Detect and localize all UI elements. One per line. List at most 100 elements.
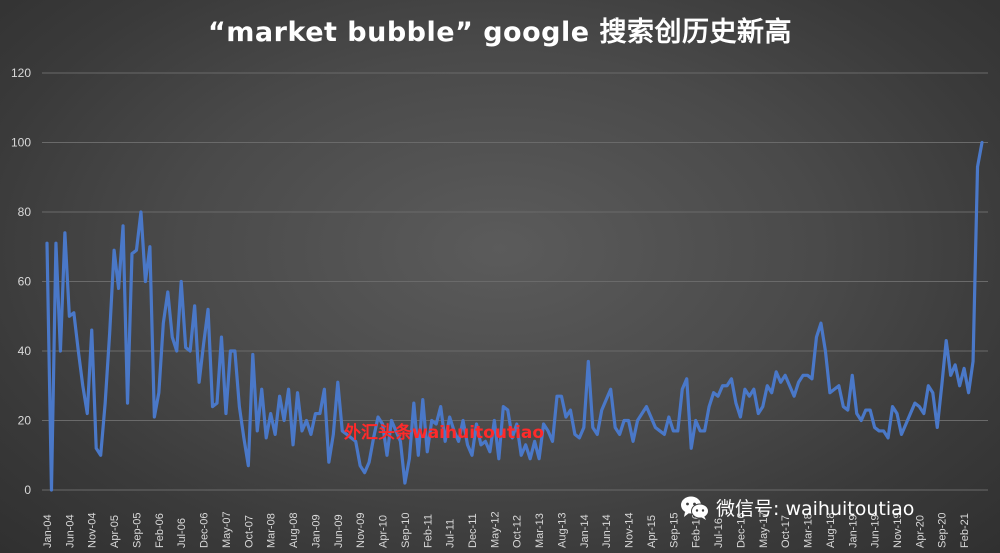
x-tick-label: Feb-11 bbox=[422, 514, 434, 548]
y-tick-label: 60 bbox=[18, 275, 32, 289]
x-tick-label: Jan-19 bbox=[847, 514, 859, 548]
data-point bbox=[810, 377, 814, 380]
data-point bbox=[466, 443, 469, 447]
y-tick-label: 20 bbox=[18, 414, 32, 428]
data-point bbox=[162, 322, 165, 325]
data-point bbox=[296, 391, 299, 394]
data-point bbox=[792, 394, 796, 398]
data-point bbox=[484, 440, 487, 443]
data-point bbox=[766, 384, 769, 387]
data-point bbox=[148, 245, 152, 248]
data-point bbox=[470, 454, 474, 457]
data-point bbox=[112, 249, 116, 252]
data-point bbox=[546, 429, 550, 433]
x-tick-label: Sep-20 bbox=[937, 513, 949, 548]
data-point bbox=[403, 481, 407, 485]
data-point bbox=[801, 374, 805, 377]
x-tick-label: Dec-16 bbox=[735, 513, 747, 548]
data-point bbox=[251, 353, 254, 356]
data-point bbox=[318, 412, 322, 415]
red-watermark-text: 外汇头条waihuitoutiao bbox=[344, 423, 545, 443]
data-point bbox=[247, 464, 250, 467]
data-point bbox=[50, 488, 53, 492]
data-point bbox=[833, 388, 836, 391]
data-point bbox=[618, 433, 621, 436]
x-tick-label: Jan-14 bbox=[579, 514, 591, 548]
data-point bbox=[363, 471, 366, 474]
data-point bbox=[690, 447, 693, 450]
data-point bbox=[900, 433, 903, 436]
data-point bbox=[300, 429, 304, 433]
data-point bbox=[645, 405, 648, 408]
y-tick-label: 100 bbox=[11, 136, 31, 150]
data-point bbox=[605, 398, 608, 401]
data-point bbox=[797, 381, 800, 384]
x-tick-label: Jul-11 bbox=[445, 519, 457, 548]
data-point bbox=[354, 440, 357, 443]
data-point bbox=[238, 405, 241, 408]
data-point bbox=[197, 381, 201, 384]
x-tick-label: Jun-14 bbox=[601, 514, 613, 548]
data-point bbox=[891, 405, 894, 408]
data-point bbox=[949, 374, 952, 377]
data-point bbox=[654, 426, 657, 429]
wechat-id-text: 微信号: waihuitoutiao bbox=[716, 498, 915, 520]
data-point bbox=[851, 374, 854, 377]
data-point bbox=[725, 384, 729, 387]
data-point bbox=[117, 287, 120, 290]
data-point bbox=[649, 415, 653, 419]
data-point bbox=[493, 419, 496, 422]
data-point bbox=[739, 415, 742, 419]
data-point bbox=[54, 242, 58, 245]
data-point bbox=[936, 426, 939, 429]
data-point bbox=[573, 433, 577, 436]
x-tick-label: Feb-21 bbox=[959, 513, 971, 548]
data-point bbox=[533, 440, 536, 443]
x-tick-label: May-07 bbox=[221, 511, 233, 548]
data-point bbox=[734, 401, 738, 405]
data-point bbox=[103, 401, 107, 405]
data-point bbox=[215, 401, 219, 405]
data-point bbox=[72, 311, 76, 314]
data-point bbox=[976, 165, 979, 169]
data-point bbox=[609, 388, 612, 391]
data-point bbox=[918, 405, 921, 408]
data-point bbox=[971, 360, 975, 363]
data-point bbox=[743, 388, 747, 391]
x-tick-label: Jun-09 bbox=[333, 514, 345, 548]
data-point bbox=[408, 457, 411, 460]
data-point bbox=[350, 436, 353, 440]
data-point bbox=[596, 433, 599, 436]
x-axis-ticks: Jan-04 Jun-04 Nov-04 Apr-05 Sep-05 Feb-06 Jul-… bbox=[42, 511, 971, 548]
data-point bbox=[99, 454, 102, 457]
data-point bbox=[600, 408, 603, 412]
x-tick-label: Dec-06 bbox=[199, 513, 211, 548]
x-tick-label: Aug-13 bbox=[556, 513, 568, 548]
x-tick-label: May-17 bbox=[758, 511, 770, 548]
data-point bbox=[716, 394, 720, 398]
data-point bbox=[837, 384, 841, 387]
data-point bbox=[452, 429, 456, 433]
x-tick-label: Feb-16 bbox=[691, 513, 703, 548]
data-point bbox=[309, 433, 313, 436]
x-tick-label: Jun-04 bbox=[64, 514, 76, 548]
data-point bbox=[417, 454, 420, 457]
x-tick-label: Mar-13 bbox=[534, 513, 546, 548]
data-point bbox=[229, 349, 232, 353]
data-point bbox=[86, 412, 89, 415]
y-tick-label: 0 bbox=[24, 483, 31, 497]
data-point bbox=[658, 429, 662, 433]
data-point bbox=[59, 349, 62, 353]
data-point bbox=[528, 457, 532, 460]
data-point bbox=[520, 454, 523, 457]
data-point bbox=[63, 231, 67, 235]
data-point bbox=[323, 388, 326, 391]
data-point bbox=[435, 422, 438, 426]
x-tick-label: Aug-18 bbox=[825, 513, 837, 548]
y-tick-label: 80 bbox=[18, 205, 32, 219]
x-tick-label: Oct-17 bbox=[780, 515, 792, 548]
x-tick-label: Nov-14 bbox=[624, 513, 636, 548]
series-layer bbox=[45, 140, 984, 492]
data-point bbox=[909, 412, 912, 415]
